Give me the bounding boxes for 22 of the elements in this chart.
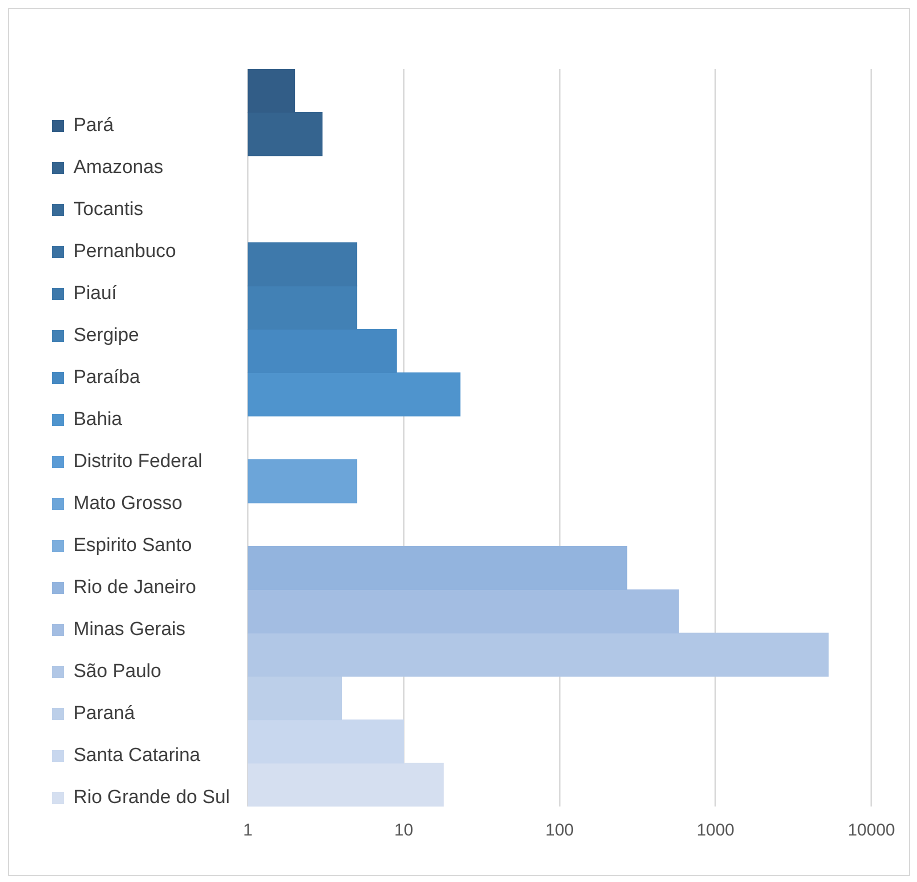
x-tick-label: 100 (545, 820, 574, 840)
legend-label: Distrito Federal (74, 451, 202, 472)
legend-label: Sergipe (74, 325, 139, 346)
legend-label: Piauí (74, 283, 118, 304)
legend-label: Mato Grosso (74, 493, 182, 514)
x-tick-label: 10000 (848, 820, 896, 840)
x-tick-label: 10 (394, 820, 414, 840)
legend-label: Pará (74, 115, 114, 136)
legend-label: Minas Gerais (74, 619, 186, 640)
legend-label: Espirito Santo (74, 535, 192, 556)
legend-label: Santa Catarina (74, 745, 201, 766)
legend-label: Bahia (74, 409, 123, 430)
legend-label: São Paulo (74, 661, 162, 682)
legend-label: Rio de Janeiro (74, 577, 196, 598)
legend-label: Paraná (74, 703, 136, 724)
x-tick-label: 1000 (696, 820, 734, 840)
legend-label: Pernanbuco (74, 241, 176, 262)
legend-label: Paraíba (74, 367, 140, 388)
legend-label: Rio Grande do Sul (74, 787, 230, 808)
x-tick-label: 1 (243, 820, 253, 840)
legend-label: Tocantis (74, 199, 144, 220)
legend-label: Amazonas (74, 157, 164, 178)
